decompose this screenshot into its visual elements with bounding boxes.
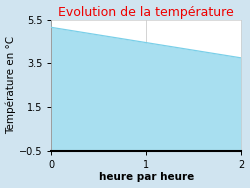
X-axis label: heure par heure: heure par heure — [99, 172, 194, 182]
Title: Evolution de la température: Evolution de la température — [58, 6, 234, 19]
Y-axis label: Température en °C: Température en °C — [6, 36, 16, 134]
